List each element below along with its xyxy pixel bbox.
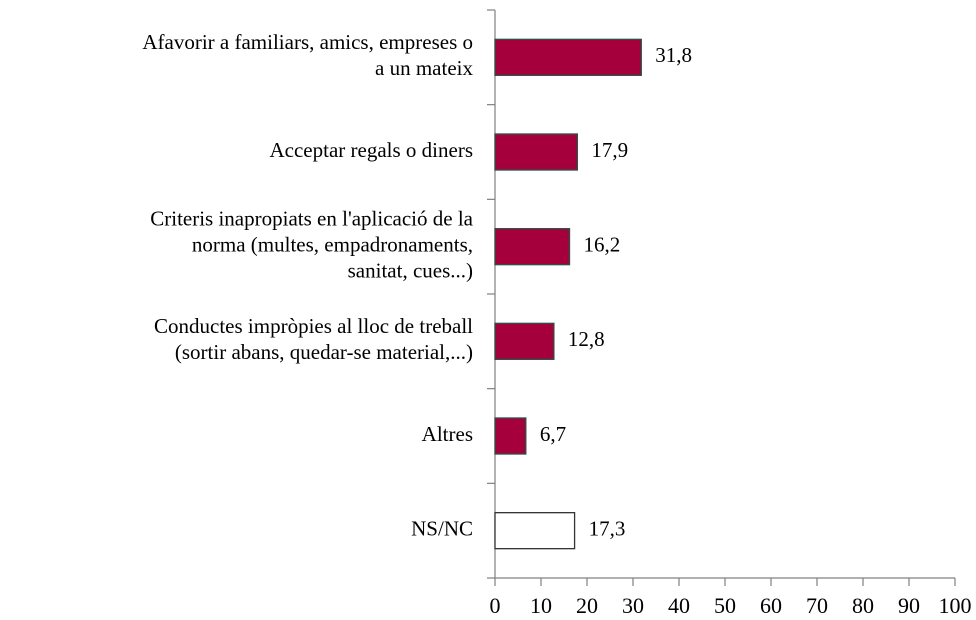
category-label: Conductes impròpies al lloc de treball <box>154 314 473 338</box>
x-tick-label: 0 <box>490 593 501 618</box>
x-tick-label: 10 <box>530 593 552 618</box>
x-tick-label: 70 <box>806 593 828 618</box>
value-label: 17,9 <box>591 138 628 162</box>
bar <box>494 322 555 360</box>
value-label: 17,3 <box>589 516 626 540</box>
value-label: 6,7 <box>540 422 566 446</box>
category-label: a un mateix <box>375 56 473 80</box>
x-tick-label: 100 <box>939 593 972 618</box>
bar <box>494 133 578 171</box>
value-label: 12,8 <box>568 327 605 351</box>
x-tick-label: 20 <box>576 593 598 618</box>
bar <box>494 512 576 550</box>
x-tick-label: 60 <box>760 593 782 618</box>
x-tick-label: 50 <box>714 593 736 618</box>
category-label: sanitat, cues...) <box>348 258 473 282</box>
category-label: NS/NC <box>411 516 473 540</box>
category-label: norma (multes, empadronaments, <box>192 232 473 256</box>
bar <box>494 38 642 76</box>
category-label: (sortir abans, quedar-se material,...) <box>175 340 473 364</box>
x-tick-label: 90 <box>898 593 920 618</box>
value-label: 16,2 <box>584 232 621 256</box>
x-tick-label: 80 <box>852 593 874 618</box>
bar <box>494 417 527 455</box>
value-label: 31,8 <box>655 43 692 67</box>
category-label: Afavorir a familiars, amics, empreses o <box>142 30 473 54</box>
x-tick-label: 30 <box>622 593 644 618</box>
x-tick-label: 40 <box>668 593 690 618</box>
bar <box>494 228 571 266</box>
category-label: Criteris inapropiats en l'aplicació de l… <box>150 206 473 230</box>
category-label: Altres <box>422 422 473 446</box>
category-label: Acceptar regals o diners <box>270 138 474 162</box>
